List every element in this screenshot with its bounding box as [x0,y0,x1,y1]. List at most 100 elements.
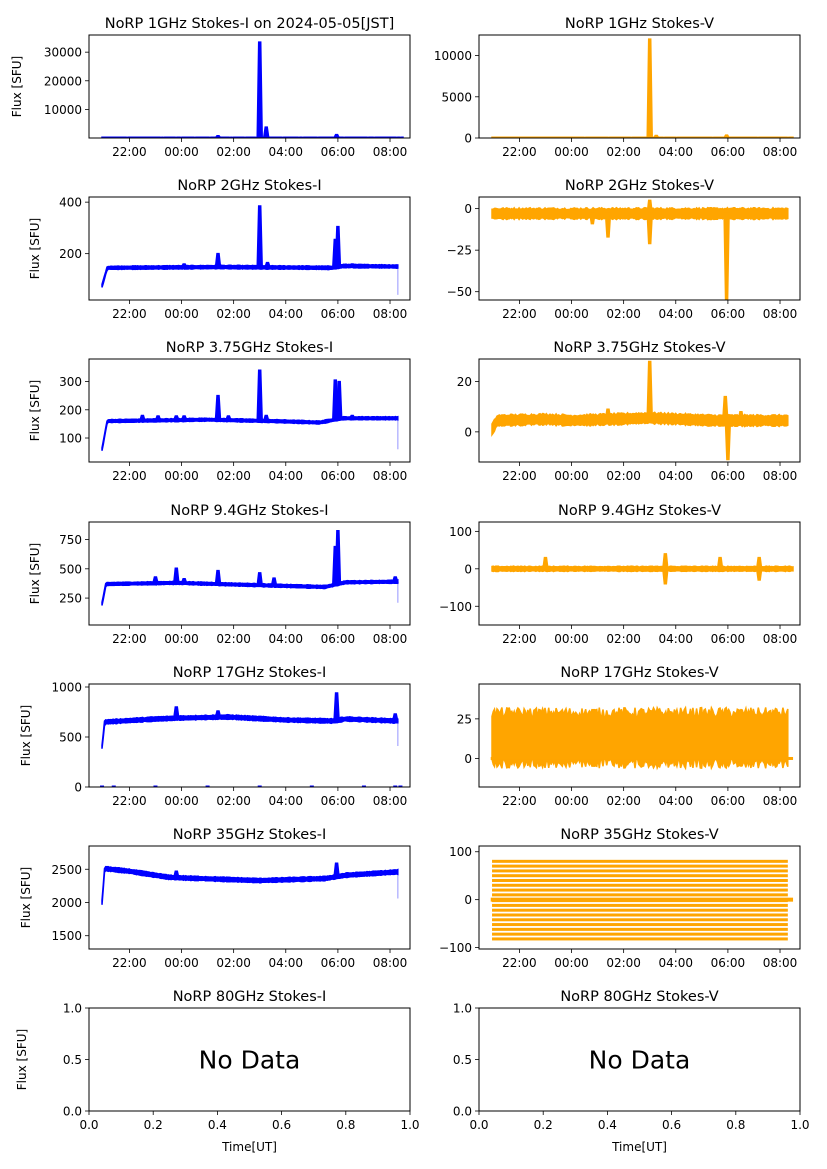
x-tick-label: 0.0 [79,1118,98,1132]
subplot-title: NoRP 1GHz Stokes-I on 2024-05-05[JST] [105,16,395,32]
x-tick-label: 06:00 [711,794,746,808]
x-tick-label: 08:00 [373,632,408,646]
data-series-stokes-v [490,705,794,771]
x-tick-label: 00:00 [554,307,589,321]
data-series-stokes-i [101,205,399,295]
y-tick-label: 1.0 [63,1002,82,1016]
data-band [492,923,788,927]
x-tick-label: 08:00 [373,307,408,321]
data-band [492,918,788,922]
x-tick-label: 06:00 [711,307,746,321]
x-tick-label: 04:00 [268,794,303,808]
x-tick-label: 06:00 [711,956,746,970]
data-peak [270,577,278,587]
y-tick-label: 0 [74,781,82,795]
x-tick-label: 08:00 [763,145,798,159]
subplot-title: NoRP 9.4GHz Stokes-V [558,503,721,519]
x-tick-label: 00:00 [164,469,199,483]
subplot-4: NoRP 2GHz Stokes-V −50 −25 0 22:00 00:00 02:00… [447,178,801,321]
subplot-11: NoRP 35GHz Stokes-I Flux [SFU] 1500 2000 250… [19,827,411,970]
data-band [492,888,788,892]
y-tick-label: 0.5 [453,1053,472,1067]
data-band [492,932,788,936]
axes-frame [478,845,801,950]
data-peak [646,38,653,138]
subplot-title: NoRP 3.75GHz Stokes-V [553,340,725,356]
x-tick-label: 22:00 [112,307,147,321]
axes-frame [478,683,801,788]
data-peak [333,133,341,138]
x-tick-label: 22:00 [112,632,147,646]
data-band [492,883,788,887]
data-band [492,878,788,882]
subplot-3: NoRP 2GHz Stokes-I Flux [SFU] 200 400 22:00 0… [28,178,411,321]
subplot-1: NoRP 1GHz Stokes-I on 2024-05-05[JST] Flu… [10,16,411,159]
data-peak [662,568,669,585]
y-axis-label: Flux [SFU] [28,543,42,604]
data-peak [721,395,729,422]
subplot-title: NoRP 9.4GHz Stokes-I [170,503,328,519]
x-tick-label: 00:00 [554,145,589,159]
x-tick-label: 0.6 [662,1118,681,1132]
axes-frame [88,358,411,463]
data-zero-mark [100,785,105,787]
data-peak [723,212,730,300]
x-tick-label: 06:00 [321,469,356,483]
data-zero-mark [153,785,158,787]
data-peak [646,212,653,245]
data-band [490,897,794,902]
data-trace [101,713,399,749]
y-tick-label: −25 [447,244,472,258]
y-tick-label: 100 [59,432,82,446]
y-tick-label: 5000 [441,90,472,104]
subplot-title: NoRP 1GHz Stokes-V [565,16,714,32]
x-tick-label: 02:00 [216,794,251,808]
x-tick-label: 04:00 [658,632,693,646]
x-tick-label: 08:00 [763,956,798,970]
data-zero-mark [393,785,398,787]
x-tick-label: 02:00 [216,956,251,970]
data-peak [646,199,654,215]
data-trace [491,705,789,771]
x-tick-label: 02:00 [216,145,251,159]
no-data-label: No Data [199,1046,301,1075]
x-tick-label: 08:00 [373,794,408,808]
y-tick-label: 0 [464,752,472,766]
data-peak [604,408,612,421]
data-band [492,893,788,897]
data-band [492,903,788,907]
data-trace [491,206,789,221]
x-tick-label: 22:00 [502,307,537,321]
data-peak [172,706,180,719]
data-peak [652,134,660,138]
data-peak [256,572,264,586]
subplot-5: NoRP 3.75GHz Stokes-I Flux [SFU] 100 200 300… [28,340,411,483]
data-peak [214,134,222,138]
data-peak [262,126,270,138]
y-axis-label: Flux [SFU] [15,1029,29,1090]
subplot-2: NoRP 1GHz Stokes-V 0 5000 10000 22:00 00:00 02… [434,16,801,159]
x-tick-label: 1.0 [790,1118,809,1132]
y-axis-label: Flux [SFU] [28,380,42,441]
axes-frame [88,683,411,788]
x-tick-label: 0.6 [272,1118,291,1132]
data-series-stokes-i [101,41,404,138]
x-tick-label: 06:00 [711,632,746,646]
y-tick-label: 250 [59,592,82,606]
x-tick-label: 00:00 [164,794,199,808]
data-zero-mark [205,785,210,787]
data-peak [333,692,340,722]
x-tick-label: 04:00 [268,469,303,483]
data-series-stokes-i [100,692,403,787]
y-axis-label: Flux [SFU] [28,218,42,279]
data-peak [172,415,180,421]
data-peak [172,870,180,879]
y-tick-label: 500 [59,731,82,745]
data-peak [348,263,357,267]
y-tick-label: 500 [59,562,82,576]
y-tick-label: 25 [457,712,472,726]
axes-frame [478,34,801,139]
x-axis-label: Time[UT] [221,1140,277,1154]
data-peak [723,134,731,138]
